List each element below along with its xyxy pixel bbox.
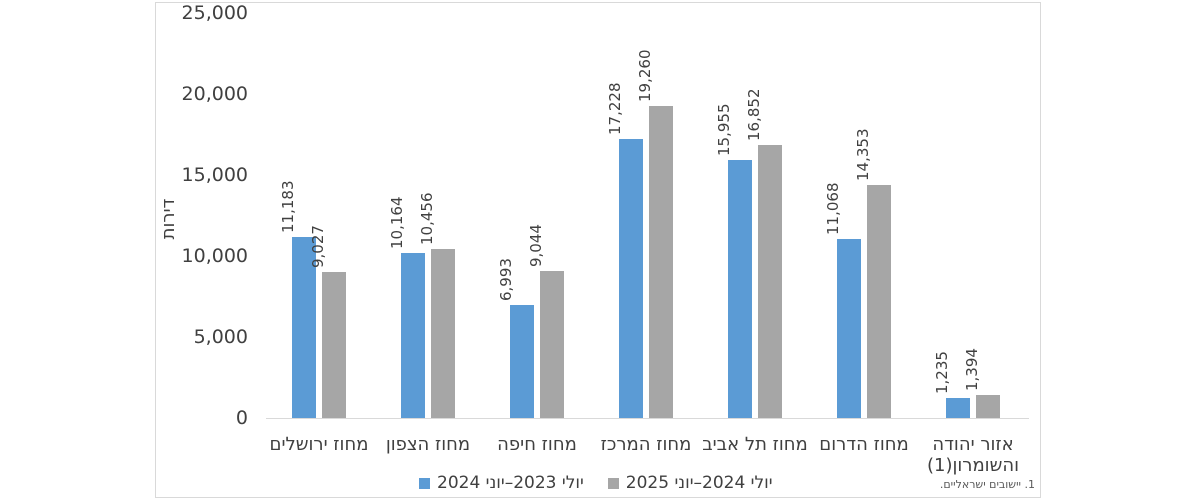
bar-data-label: 6,993	[497, 258, 515, 301]
footnote: 1. יישובים ישראליים.	[939, 478, 1035, 491]
bar-data-label: 16,852	[745, 88, 763, 142]
legend-entry-1: יולי 2023–יוני 2024	[419, 473, 584, 493]
bar-series-2-7	[976, 395, 1000, 418]
bar-series-1-3	[510, 305, 534, 418]
bar-series-2-2	[431, 249, 455, 418]
bar-data-label: 9,044	[527, 224, 545, 267]
bar-series-1-7	[946, 398, 970, 418]
bar-data-label: 1,235	[933, 351, 951, 394]
bar-data-label: 11,068	[824, 182, 842, 236]
y-tick-label: 20,000	[181, 83, 248, 105]
x-category-label: מחוז חיפה	[497, 434, 577, 455]
bar-data-label: 19,260	[636, 49, 654, 103]
legend-swatch-icon	[607, 477, 619, 489]
bar-data-label: 10,164	[388, 196, 406, 250]
y-tick-label: 15,000	[181, 164, 248, 186]
x-category-label: מחוז תל אביב	[702, 434, 808, 455]
bar-series-2-6	[867, 185, 891, 418]
legend-entry-2: יולי 2024–יוני 2025	[607, 473, 773, 493]
bar-data-label: 1,394	[963, 348, 981, 391]
bar-series-2-5	[758, 145, 782, 418]
y-tick-label: 10,000	[181, 245, 248, 267]
bar-series-1-4	[619, 139, 643, 418]
bar-series-1-6	[837, 239, 861, 418]
y-tick-label: 25,000	[181, 2, 248, 24]
x-category-label: אזור יהודה והשומרון(1)	[926, 434, 1020, 476]
y-tick-label: 0	[235, 407, 248, 429]
legend-label: יולי 2024–יוני 2025	[625, 473, 773, 493]
bar-data-label: 11,183	[279, 180, 297, 234]
bar-data-label: 10,456	[418, 192, 436, 246]
bar-series-2-4	[649, 106, 673, 418]
legend-swatch-icon	[419, 477, 430, 489]
bar-data-label: 15,955	[715, 103, 733, 157]
x-category-label: מחוז הדרום	[819, 434, 909, 455]
bar-series-1-5	[728, 160, 752, 418]
bar-series-2-3	[540, 271, 564, 418]
y-tick-label: 5,000	[193, 326, 248, 348]
chart-frame: דירות 0 5,000 10,000 15,000 20,000 25,000 11,…	[155, 2, 1041, 498]
x-axis-line	[266, 418, 1029, 419]
bar-data-label: 17,228	[606, 82, 624, 136]
bar-data-label: 9,027	[309, 225, 327, 268]
bar-series-1-1	[292, 237, 316, 418]
legend-label: יולי 2023–יוני 2024	[437, 473, 584, 493]
x-category-label: מחוז הצפון	[385, 434, 471, 455]
legend: יולי 2023–יוני 2024 יולי 2024–יוני 2025	[419, 473, 773, 493]
x-category-label: מחוז המרכז	[600, 434, 692, 455]
x-category-label: מחוז ירושלים	[269, 434, 369, 455]
bar-data-label: 14,353	[854, 128, 872, 182]
bar-series-1-2	[401, 253, 425, 418]
y-axis-title: דירות	[158, 198, 179, 240]
bar-series-2-1	[322, 272, 346, 418]
